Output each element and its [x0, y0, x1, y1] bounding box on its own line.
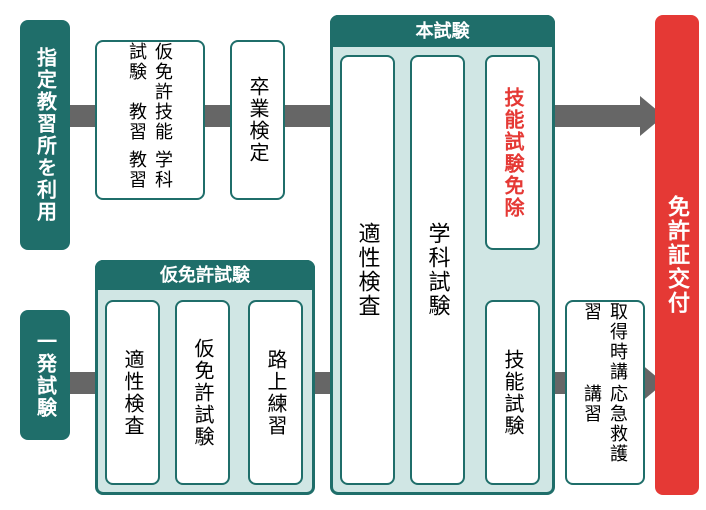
- prov-item-2: 仮免許試験: [175, 300, 230, 485]
- box-lectures: 取得時講習 応急救護講習: [565, 300, 645, 485]
- prov-item-2-text: 仮免許試験: [188, 338, 217, 448]
- main-mid-text: 学科試験: [422, 222, 454, 318]
- lectures-line-2: 応急救護講習: [579, 384, 631, 483]
- prov-item-3: 路上練習: [248, 300, 303, 485]
- training-line-3: 学科教習: [124, 150, 176, 198]
- header-main-exam: 本試験: [330, 15, 555, 47]
- box-graduation: 卒業検定: [230, 40, 285, 200]
- main-right-top: 技能試験免除: [485, 55, 540, 250]
- header-provisional: 仮免許試験: [95, 260, 315, 290]
- prov-item-1-text: 適性検査: [118, 349, 147, 437]
- main-mid: 学科試験: [410, 55, 465, 485]
- prov-item-1: 適性検査: [105, 300, 160, 485]
- box-license-issued: 免許証交付: [655, 15, 699, 495]
- training-line-2: 技能教習: [124, 102, 176, 150]
- label-school-route: 指定教習所を利用: [20, 20, 70, 250]
- prov-item-3-text: 路上練習: [261, 349, 290, 437]
- header-provisional-text: 仮免許試験: [160, 265, 250, 285]
- training-line-1: 仮免許試験: [124, 42, 176, 102]
- graduation-text: 卒業検定: [243, 76, 272, 164]
- main-right-top-text: 技能試験免除: [498, 87, 527, 219]
- main-right-bottom: 技能試験: [485, 300, 540, 485]
- lectures-line-1: 取得時講習: [579, 302, 631, 384]
- main-right-bottom-text: 技能試験: [498, 349, 527, 437]
- main-left-text: 適性検査: [352, 222, 384, 318]
- label-school-route-text: 指定教習所を利用: [31, 47, 60, 223]
- header-main-exam-text: 本試験: [416, 21, 470, 41]
- main-left: 適性検査: [340, 55, 395, 485]
- label-direct-route: 一発試験: [20, 310, 70, 440]
- label-direct-route-text: 一発試験: [31, 331, 60, 419]
- license-issued-text: 免許証交付: [661, 195, 693, 315]
- box-school-training: 仮免許試験 技能教習 学科教習: [95, 40, 205, 200]
